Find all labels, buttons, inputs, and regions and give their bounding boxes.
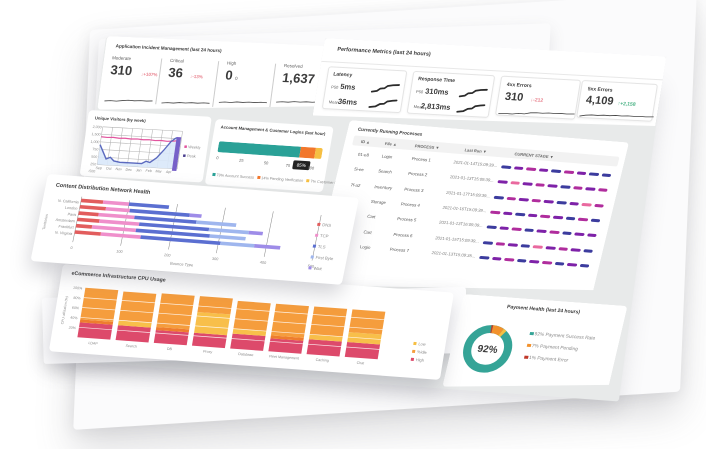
svg-text:Oct: Oct xyxy=(106,167,112,171)
svg-text:First Byte: First Byte xyxy=(315,255,334,261)
svg-text:Dec: Dec xyxy=(125,168,132,172)
svg-text:Weekly: Weekly xyxy=(188,145,201,150)
svg-text:Amsterdam: Amsterdam xyxy=(55,218,75,223)
svg-text:LDAP: LDAP xyxy=(88,341,99,346)
svg-text:TLS: TLS xyxy=(317,244,326,250)
svg-text:Chat: Chat xyxy=(356,361,364,366)
svg-text:CPU utilization (%): CPU utilization (%) xyxy=(60,296,69,324)
svg-text:Fleet Management: Fleet Management xyxy=(269,354,299,360)
svg-text:1,500: 1,500 xyxy=(91,132,101,136)
svg-text:100: 100 xyxy=(116,250,123,254)
svg-text:92%: 92% xyxy=(476,344,499,356)
svg-text:London: London xyxy=(64,206,77,211)
svg-text:0: 0 xyxy=(70,246,73,250)
svg-text:20%: 20% xyxy=(68,326,77,331)
svg-text:Nov: Nov xyxy=(115,167,122,171)
svg-text:Caching: Caching xyxy=(315,358,329,363)
svg-text:Territories: Territories xyxy=(42,214,49,230)
svg-text:Mar: Mar xyxy=(155,169,163,173)
svg-text:60%: 60% xyxy=(72,306,81,311)
svg-text:Database: Database xyxy=(238,352,254,357)
svg-text:N. California: N. California xyxy=(58,199,80,205)
svg-text:Bounce Type: Bounce Type xyxy=(170,261,195,268)
svg-text:DB: DB xyxy=(167,347,173,351)
svg-text:750: 750 xyxy=(92,147,99,151)
svg-text:200: 200 xyxy=(164,253,171,257)
svg-text:80%: 80% xyxy=(73,296,82,301)
svg-text:Paris: Paris xyxy=(67,212,76,217)
svg-text:300: 300 xyxy=(212,257,219,261)
svg-text:Peak: Peak xyxy=(187,154,196,158)
svg-text:Jan: Jan xyxy=(136,168,142,172)
svg-text:N. Virginia: N. Virginia xyxy=(55,231,74,236)
svg-text:%idle: %idle xyxy=(417,349,428,355)
svg-text:Frankfurt: Frankfurt xyxy=(58,225,75,230)
svg-text:Sep: Sep xyxy=(95,166,102,170)
svg-text:2,000: 2,000 xyxy=(92,125,102,129)
svg-text:DNS: DNS xyxy=(322,222,332,228)
svg-text:500: 500 xyxy=(91,155,98,159)
svg-text:Feb: Feb xyxy=(145,169,152,173)
svg-text:Wait: Wait xyxy=(313,266,323,272)
svg-text:40%: 40% xyxy=(70,316,79,321)
svg-text:100%: 100% xyxy=(73,286,84,291)
svg-text:High: High xyxy=(415,357,424,363)
svg-text:Search: Search xyxy=(125,344,137,349)
svg-text:Low: Low xyxy=(418,341,426,346)
svg-text:250: 250 xyxy=(90,162,97,166)
svg-text:TCP: TCP xyxy=(320,233,330,239)
svg-text:Proxy: Proxy xyxy=(203,350,213,355)
svg-text:-500: -500 xyxy=(88,169,96,173)
svg-text:400: 400 xyxy=(259,261,266,265)
svg-text:1,000: 1,000 xyxy=(90,140,100,144)
svg-text:Apr: Apr xyxy=(166,170,173,174)
